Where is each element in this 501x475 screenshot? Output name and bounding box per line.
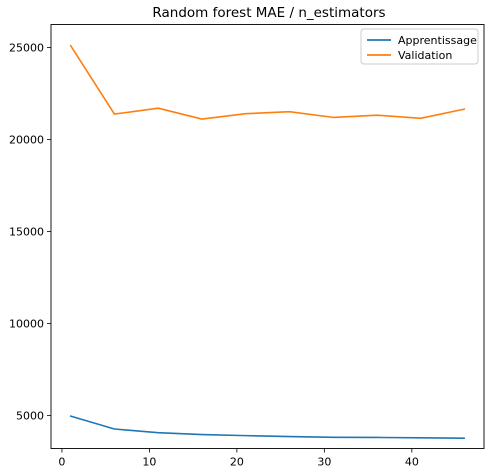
y-tick-label: 5000 <box>16 409 44 422</box>
plot-frame <box>50 24 485 449</box>
y-tick-label: 20000 <box>9 133 44 146</box>
series-line-validation <box>69 44 466 120</box>
x-tick-label: 30 <box>317 456 331 469</box>
y-tick-label: 25000 <box>9 41 44 54</box>
legend-label: Validation <box>398 49 452 62</box>
series-line-apprentissage <box>69 415 466 440</box>
y-tick-label: 10000 <box>9 317 44 330</box>
x-tick-label: 10 <box>142 456 156 469</box>
y-axis: 5000 10000 15000 20000 25000 <box>9 41 51 422</box>
x-tick-label: 20 <box>230 456 244 469</box>
x-axis: 0 10 20 30 40 <box>58 448 419 469</box>
y-tick-label: 15000 <box>9 225 44 238</box>
legend-label: Apprentissage <box>398 34 477 47</box>
x-tick-label: 0 <box>58 456 65 469</box>
series-lines <box>69 44 466 440</box>
legend: Apprentissage Validation <box>360 28 479 65</box>
chart-title: Random forest MAE / n_estimators <box>152 5 385 21</box>
x-tick-label: 40 <box>405 456 419 469</box>
